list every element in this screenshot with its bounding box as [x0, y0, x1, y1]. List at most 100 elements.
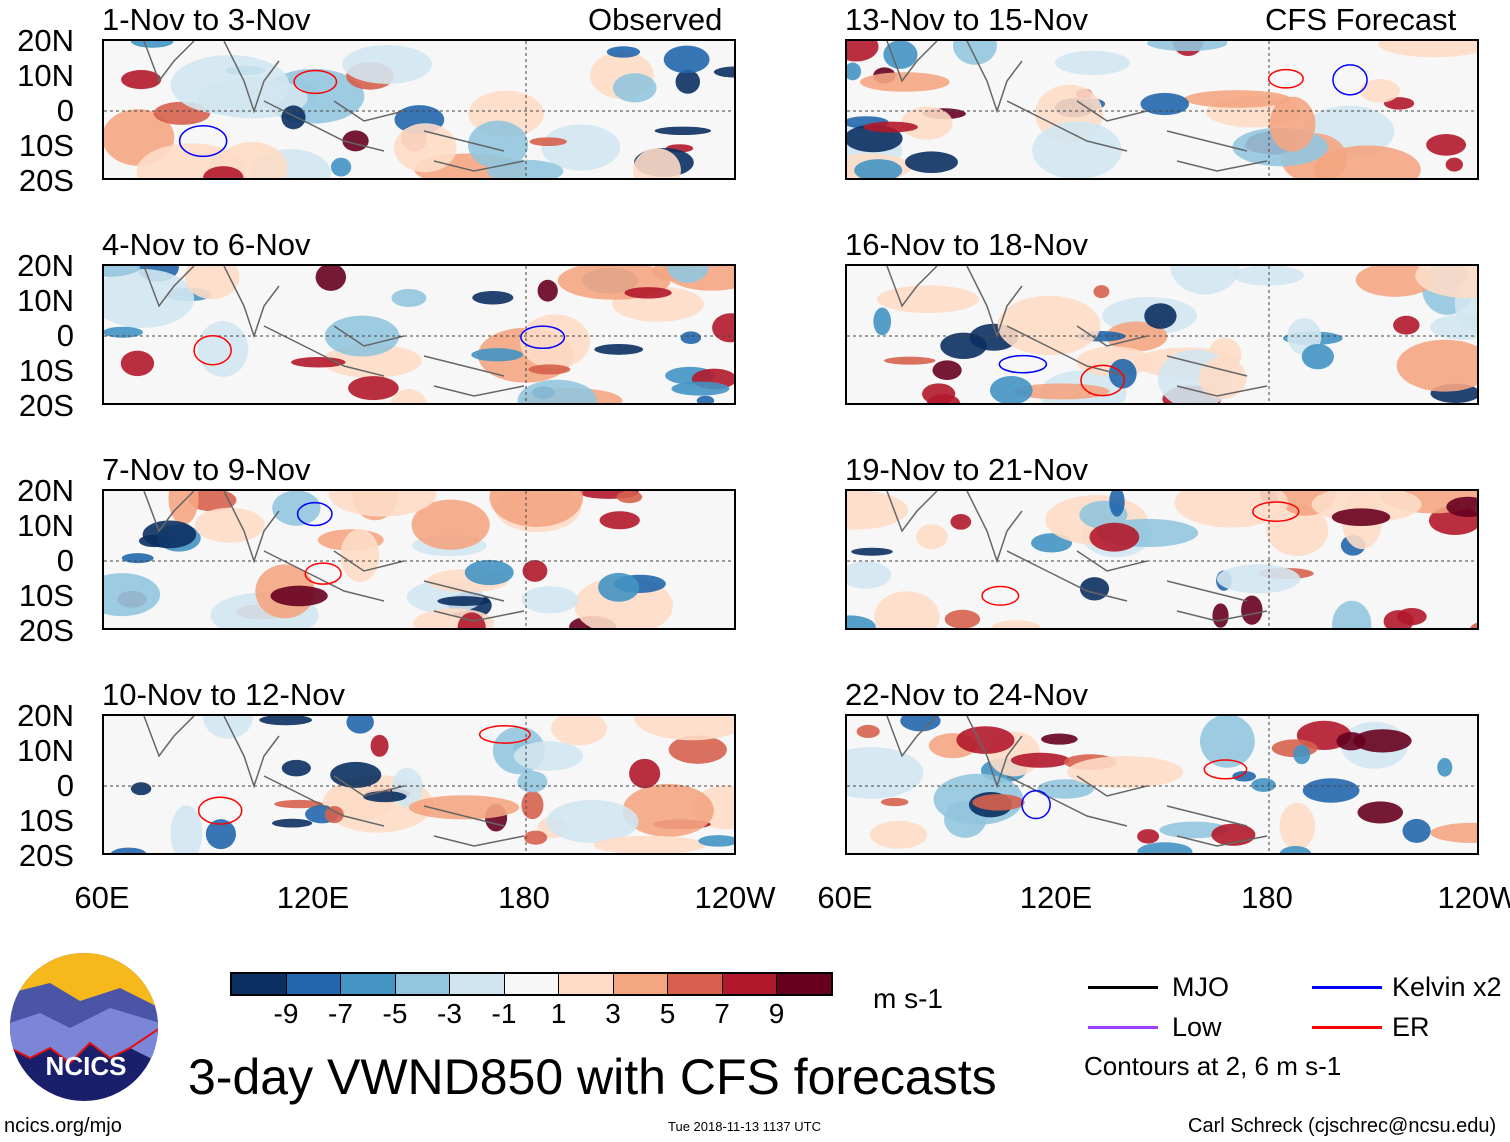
legend-label-kelvin: Kelvin x2: [1392, 972, 1502, 1002]
longitude-label: 180: [498, 880, 550, 915]
colorbar-swatch: [450, 974, 505, 994]
panel-title: 10-Nov to 12-Nov: [102, 677, 345, 712]
colorbar-swatch: [613, 974, 668, 994]
wind-anomaly-shading: [489, 491, 583, 527]
wind-anomaly-shading: [342, 44, 433, 84]
wind-anomaly-shading: [517, 379, 597, 403]
wind-anomaly-shading: [1430, 314, 1477, 340]
colorbar-swatch: [722, 974, 777, 994]
figure-title: 3-day VWND850 with CFS forecasts: [188, 1049, 997, 1105]
latitude-label: 10S: [18, 128, 74, 163]
wind-anomaly-shading: [874, 591, 940, 628]
wind-anomaly-shading: [1144, 303, 1177, 329]
wind-anomaly-shading: [1445, 157, 1463, 172]
wind-anomaly-shading: [330, 761, 382, 788]
wind-anomaly-shading: [1313, 145, 1421, 178]
wind-anomaly-shading: [1279, 846, 1312, 853]
colorbar: [230, 972, 833, 996]
wind-anomaly-shading: [883, 41, 918, 69]
legend-line-er: [1312, 1026, 1382, 1029]
panel-title: 1-Nov to 3-Nov: [102, 2, 311, 37]
wind-anomaly-shading: [680, 331, 702, 345]
wind-anomaly-shading: [1079, 577, 1110, 601]
longitude-label: 120W: [694, 880, 776, 915]
wind-anomaly-shading: [1137, 829, 1160, 844]
colorbar-tick-label: 3: [605, 998, 621, 1029]
wind-anomaly-shading: [522, 560, 548, 582]
latitude-label: 10N: [17, 283, 74, 318]
wind-anomaly-shading: [203, 716, 253, 739]
latitude-label: 0: [56, 543, 74, 578]
cfs-forecast-header: CFS Forecast: [1265, 2, 1457, 37]
wind-anomaly-shading: [1212, 603, 1229, 628]
wind-anomaly-shading: [593, 835, 706, 853]
wind-anomaly-shading: [594, 344, 644, 355]
wave-contour: [304, 562, 342, 585]
wind-anomaly-shading: [847, 491, 909, 530]
colorbar-tick-label: -3: [437, 998, 462, 1029]
wind-anomaly-shading: [130, 782, 152, 796]
longitude-label: 120E: [276, 880, 350, 915]
wind-anomaly-shading: [184, 266, 240, 300]
longitude-label: 120W: [1437, 880, 1510, 915]
wind-anomaly-shading: [991, 620, 1041, 628]
wind-anomaly-shading: [1378, 41, 1477, 58]
wind-anomaly-shading: [950, 514, 972, 530]
wind-anomaly-shading: [524, 830, 548, 845]
latitude-label: 0: [56, 318, 74, 353]
wind-anomaly-shading: [270, 585, 328, 607]
latitude-label: 20N: [17, 23, 74, 58]
legend-line-kelvin: [1312, 986, 1382, 989]
wave-contour: [1332, 64, 1368, 96]
wind-anomaly-shading: [876, 285, 980, 314]
vwnd-map-panel: [102, 39, 736, 180]
wind-anomaly-shading: [629, 758, 661, 789]
wind-anomaly-shading: [1093, 285, 1110, 299]
wind-anomaly-shading: [624, 287, 672, 299]
wind-anomaly-shading: [274, 799, 324, 809]
wind-anomaly-shading: [464, 559, 514, 586]
vwnd-map-panel: [845, 714, 1479, 855]
wind-anomaly-shading: [1355, 266, 1434, 297]
wind-anomaly-shading: [880, 797, 909, 807]
colorbar-swatch: [395, 974, 450, 994]
longitude-label: 60E: [817, 880, 873, 915]
ncics-link[interactable]: ncics.org/mjo: [4, 1115, 122, 1137]
wind-anomaly-shading: [110, 847, 147, 853]
wind-anomaly-shading: [1301, 343, 1334, 370]
wind-anomaly-shading: [956, 726, 1015, 754]
vwnd-map-panel: [845, 264, 1479, 405]
colorbar-tick-label: -7: [328, 998, 353, 1029]
wave-contour: [1080, 364, 1125, 397]
wind-anomaly-shading: [847, 747, 924, 799]
wind-anomaly-shading: [873, 307, 892, 336]
wind-anomaly-shading: [203, 166, 244, 178]
wind-anomaly-shading: [1137, 842, 1193, 853]
latitude-label: 20S: [18, 388, 74, 423]
wind-anomaly-shading: [104, 326, 143, 338]
wind-anomaly-shading: [348, 376, 399, 401]
wind-anomaly-shading: [1393, 315, 1420, 335]
wind-anomaly-shading: [696, 395, 715, 403]
legend-label-mjo: MJO: [1172, 972, 1229, 1002]
wind-anomaly-shading: [272, 491, 321, 526]
wind-anomaly-shading: [1032, 121, 1122, 178]
wind-anomaly-shading: [281, 105, 306, 130]
wind-anomaly-shading: [541, 124, 621, 171]
wind-anomaly-shading: [675, 69, 701, 94]
wind-anomaly-shading: [104, 266, 141, 277]
wind-anomaly-shading: [854, 159, 903, 178]
panel-title: 19-Nov to 21-Nov: [845, 452, 1088, 487]
wind-anomaly-shading: [1232, 266, 1304, 286]
wind-anomaly-shading: [529, 137, 567, 147]
wind-anomaly-shading: [632, 148, 681, 178]
latitude-label: 0: [56, 93, 74, 128]
wind-anomaly-shading: [1383, 610, 1414, 628]
wind-anomaly-shading: [1396, 339, 1477, 392]
wind-anomaly-shading: [1336, 732, 1366, 751]
colorbar-tick-label: 1: [550, 998, 567, 1029]
wind-anomaly-shading: [370, 734, 389, 757]
wind-anomaly-shading: [616, 491, 643, 504]
author-credit: Carl Schreck (cjschrec@ncsu.edu): [1188, 1115, 1497, 1137]
